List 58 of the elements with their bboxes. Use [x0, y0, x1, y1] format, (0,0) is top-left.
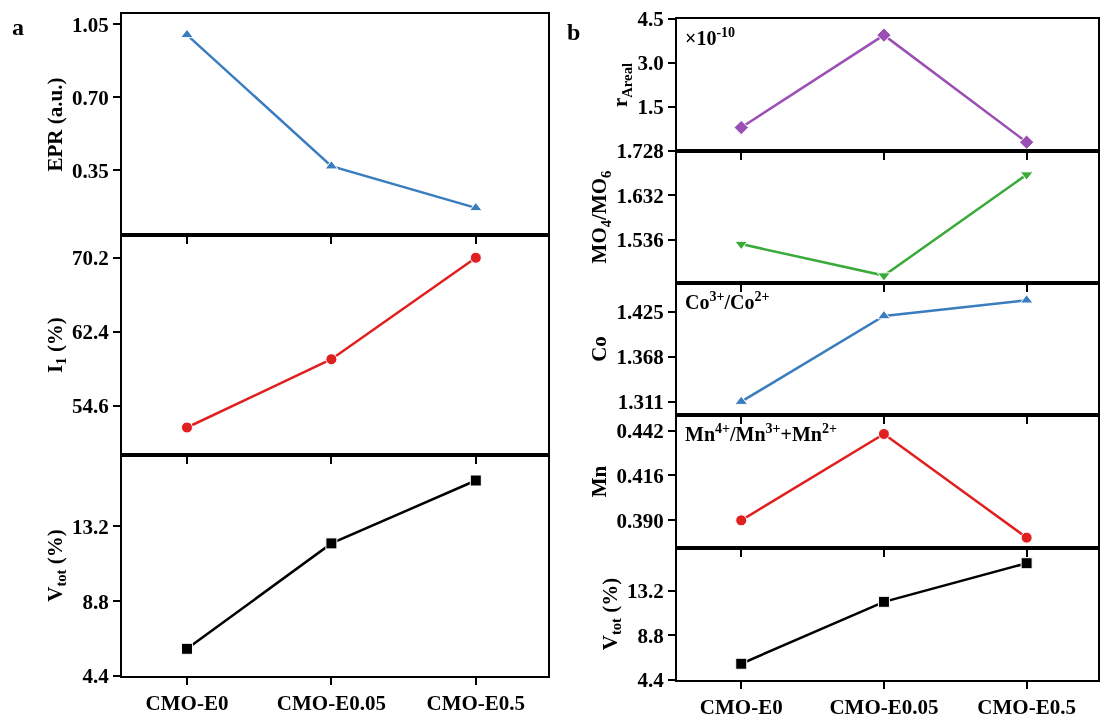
y-tick-label: 0.390 — [616, 508, 664, 533]
x-tick-label: CMO-E0.5 — [977, 695, 1076, 715]
y-tick-label: 0.35 — [72, 158, 109, 183]
annotation: Co$^{3+}$/Co$^{2+}$ — [685, 289, 770, 314]
x-tick-label: CMO-E0.05 — [276, 691, 386, 715]
x-tick-label: CMO-E0.05 — [829, 695, 939, 715]
y-tick-label: 13.2 — [627, 579, 664, 603]
y-tick-label: 4.4 — [82, 664, 110, 689]
y-tick-label: 1.536 — [616, 228, 664, 253]
point — [876, 27, 892, 43]
point — [735, 514, 748, 527]
y-tick-label: 1.05 — [72, 12, 109, 37]
y-tick-label: 4.4 — [637, 668, 665, 693]
annotation: Mn$^{4+}$/Mn$^{3+}$+Mn$^{2+}$ — [685, 421, 837, 446]
x-tick-label: CMO-E0 — [145, 691, 229, 715]
point — [877, 310, 891, 320]
y-tick-label: 70.2 — [72, 246, 109, 271]
annotation: ×10$^{-10}$ — [685, 25, 736, 50]
y-tick-label: 1.425 — [616, 300, 664, 325]
point — [877, 428, 890, 440]
point — [468, 201, 483, 212]
point — [469, 251, 482, 264]
point — [1018, 134, 1035, 150]
point — [325, 537, 338, 550]
y-tick-label: 1.632 — [616, 183, 664, 208]
chart-title: a — [12, 14, 24, 40]
point — [469, 474, 482, 487]
y-tick-label: 0.416 — [616, 463, 664, 488]
y-tick-label: 8.8 — [637, 623, 664, 648]
y-axis-title: EPR (a.u.) — [42, 77, 67, 172]
x-tick-label: CMO-E0 — [699, 695, 783, 715]
point — [877, 595, 890, 608]
y-tick-label: 1.368 — [616, 345, 664, 370]
x-tick-label: CMO-E0.5 — [426, 691, 526, 715]
point — [1020, 557, 1033, 570]
point — [877, 272, 891, 282]
y-tick-label: 0.442 — [616, 418, 664, 443]
y-tick-label: 1.728 — [616, 139, 664, 164]
point — [733, 119, 749, 136]
y-tick-label: 4.5 — [637, 7, 664, 32]
point — [734, 240, 749, 251]
y-tick-label: 3.0 — [637, 51, 664, 76]
y-tick-label: 0.70 — [72, 85, 109, 110]
y-tick-label: 1.311 — [617, 389, 664, 414]
point — [735, 657, 748, 670]
y-tick-label: 62.4 — [72, 320, 110, 345]
point — [180, 421, 193, 434]
point — [180, 642, 193, 655]
y-tick-label: 54.6 — [72, 394, 109, 419]
y-tick-label: 8.8 — [82, 589, 109, 614]
point — [1020, 531, 1033, 544]
y-tick-label: 13.2 — [72, 514, 109, 539]
chart-title: b — [567, 19, 581, 45]
point — [325, 353, 338, 366]
y-tick-label: 1.5 — [637, 95, 664, 120]
y-axis-title: Mn — [587, 465, 612, 498]
y-axis-title: Co — [587, 336, 612, 362]
point — [180, 28, 194, 39]
